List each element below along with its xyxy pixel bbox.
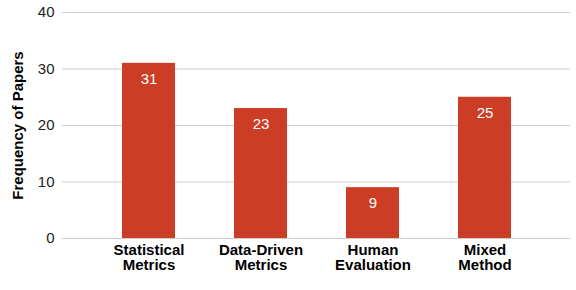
svg-text:Frequency of Papers: Frequency of Papers xyxy=(9,51,26,199)
svg-text:20: 20 xyxy=(38,116,55,133)
svg-text:40: 40 xyxy=(38,3,55,20)
svg-text:10: 10 xyxy=(38,173,55,190)
svg-text:HumanEvaluation: HumanEvaluation xyxy=(335,241,411,273)
svg-text:25: 25 xyxy=(477,104,494,121)
svg-text:30: 30 xyxy=(38,60,55,77)
svg-text:23: 23 xyxy=(253,115,270,132)
svg-text:9: 9 xyxy=(369,194,377,211)
svg-text:0: 0 xyxy=(46,229,54,246)
svg-text:31: 31 xyxy=(141,70,158,87)
svg-text:Data-DrivenMetrics: Data-DrivenMetrics xyxy=(219,241,303,273)
svg-text:MixedMethod: MixedMethod xyxy=(458,241,511,273)
svg-text:StatisticalMetrics: StatisticalMetrics xyxy=(114,241,185,273)
